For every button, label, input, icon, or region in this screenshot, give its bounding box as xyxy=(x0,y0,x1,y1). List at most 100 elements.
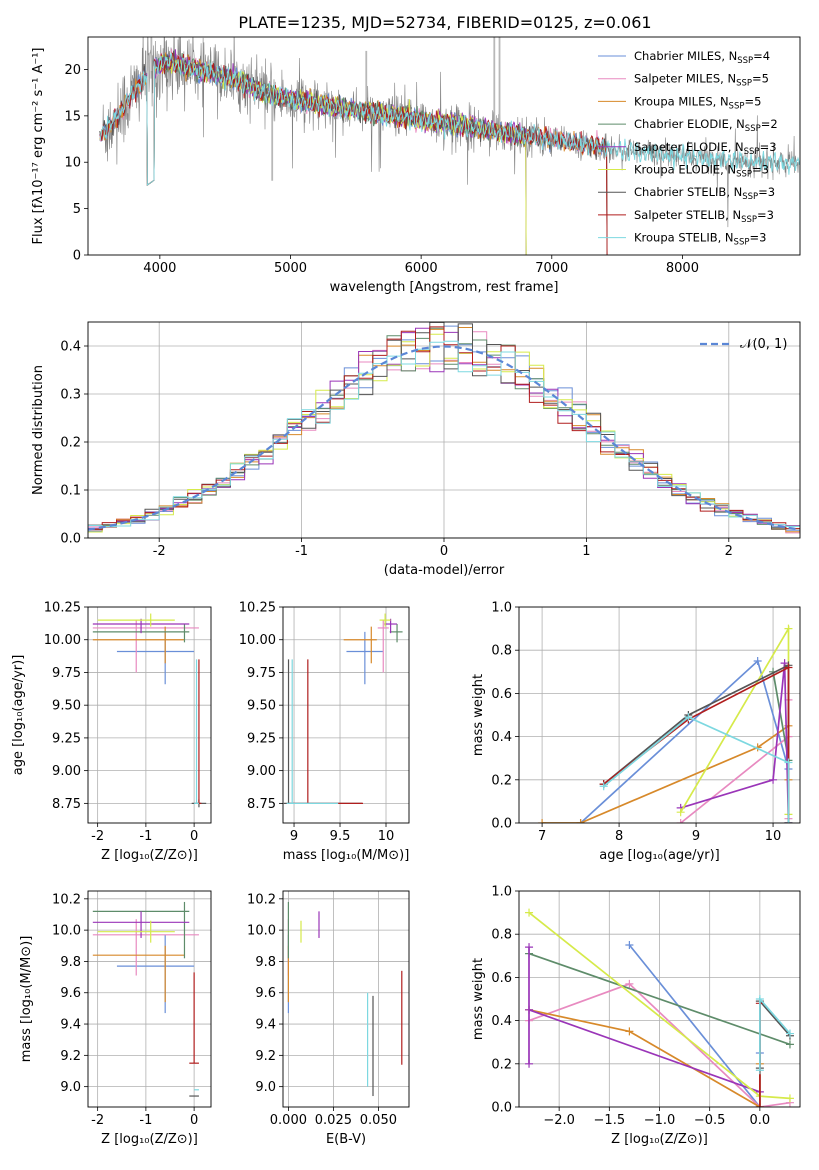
legend-entry-suffix: =3 xyxy=(749,231,766,245)
weight-marker-kroupa_elodie xyxy=(784,624,793,633)
legend-entry-suffix: =3 xyxy=(757,208,774,222)
axes-frame xyxy=(518,606,801,824)
legend-entry: Chabrier STELIB, NSSP=3 xyxy=(634,185,775,202)
x-tick-label: −1.5 xyxy=(594,1113,626,1128)
weight-marker-kroupa_miles xyxy=(538,819,547,823)
legend-entry: Salpeter STELIB, NSSP=3 xyxy=(634,208,774,225)
legend-entry-suffix: =4 xyxy=(753,49,770,63)
x-axis-label: Z [log₁₀(Z/Z⊙)] xyxy=(611,1132,708,1147)
legend-entry-sub: SSP xyxy=(729,101,745,111)
weight-marker-kroupa_stelib xyxy=(784,819,793,823)
panel-mass_weight_vs_Z: −2.0 −1.5 −1.0 −0.5 0.0 0.0 0.2 0.4 0.6 0.8 1.0 Z [… xyxy=(471,885,801,1147)
weight-marker-kroupa_stelib xyxy=(599,782,608,791)
y-tick-label: 0.1 xyxy=(60,484,81,499)
x-tick-label: 8000 xyxy=(666,261,699,276)
y-tick-label: 9.6 xyxy=(60,986,81,1001)
weight-line-chabrier_miles xyxy=(628,944,761,1107)
y-tick-label: 0.8 xyxy=(491,928,512,943)
weight-marker-salpeter_elodie xyxy=(525,943,534,952)
legend-entry-suffix: =2 xyxy=(761,117,778,131)
y-tick-label: 10.0 xyxy=(247,924,276,939)
x-axis-label: Z [log₁₀(Z/Z⊙)] xyxy=(101,848,198,863)
x-axis-label: age [log₁₀(age/yr)] xyxy=(599,848,720,863)
x-tick-label: 7000 xyxy=(535,261,568,276)
y-tick-label: 8.75 xyxy=(52,797,81,812)
y-tick-label: 0.4 xyxy=(491,730,512,745)
y-tick-label: 9.4 xyxy=(255,1018,276,1033)
legend-entry: Kroupa STELIB, NSSP=3 xyxy=(634,231,766,248)
x-tick-label: -2 xyxy=(153,544,166,559)
x-tick-label: -2 xyxy=(91,1113,104,1128)
legend-entry: Chabrier MILES, NSSP=4 xyxy=(634,49,770,66)
y-tick-label: 0.3 xyxy=(60,388,81,403)
y-tick-label: 0.8 xyxy=(491,644,512,659)
legend-entry: Salpeter ELODIE, NSSP=3 xyxy=(634,140,777,157)
y-tick-label: 15 xyxy=(64,109,81,124)
x-tick-label: -1 xyxy=(139,829,152,844)
y-axis-label: mass [log₁₀(M/M⊙)] xyxy=(19,936,34,1063)
legend-entry-suffix: =3 xyxy=(758,185,775,199)
y-tick-label: 10.2 xyxy=(52,892,81,907)
y-axis-label: age [log₁₀(age/yr)] xyxy=(11,655,26,776)
legend-entry: Salpeter MILES, NSSP=5 xyxy=(634,72,769,89)
x-tick-label: 8 xyxy=(615,829,623,844)
y-tick-label: 9.00 xyxy=(52,764,81,779)
weight-marker-kroupa_elodie xyxy=(525,908,534,917)
y-tick-label: 0.2 xyxy=(491,773,512,788)
legend-entry-label: Salpeter ELODIE, N xyxy=(634,140,744,154)
x-tick-label: 7 xyxy=(538,829,546,844)
x-tick-label: 0 xyxy=(190,829,198,844)
y-tick-label: 20 xyxy=(64,63,81,78)
spectrum-model-kroupa_stelib xyxy=(99,52,800,251)
weight-marker-kroupa_elodie xyxy=(676,808,685,817)
y-tick-label: 9.8 xyxy=(255,955,276,970)
y-tick-label: 0.2 xyxy=(60,436,81,451)
plot-area xyxy=(99,37,800,255)
axes-frame xyxy=(87,606,212,824)
y-tick-label: 0.0 xyxy=(60,532,81,547)
plot-area xyxy=(88,891,211,1107)
legend-entry-sub: SSP xyxy=(734,238,750,248)
y-tick-label: 0.4 xyxy=(491,1014,512,1029)
panel-residuals: -2 -1 0 1 2 0.0 0.1 0.2 0.3 0.4 (data-model)/error… xyxy=(31,321,801,578)
weight-marker-kroupa_stelib xyxy=(684,713,693,722)
legend-entry-label: Kroupa STELIB, N xyxy=(634,231,734,245)
weight-marker-kroupa_miles xyxy=(625,1027,634,1036)
y-axis-label: mass weight xyxy=(471,674,486,756)
legend-entry-sub: SSP xyxy=(745,124,761,134)
panel-age_vs_mass: 9 9.5 10 8.75 9.00 9.25 9.50 9.75 10.00 10.25 mass… xyxy=(239,601,410,863)
weight-marker-kroupa_elodie xyxy=(785,1094,794,1103)
x-axis-label: wavelength [Angstrom, rest frame] xyxy=(330,280,559,295)
y-tick-label: 9.4 xyxy=(60,1018,81,1033)
x-tick-label: 6000 xyxy=(405,261,438,276)
x-tick-label: 0.025 xyxy=(315,1113,352,1128)
y-tick-label: 9.2 xyxy=(255,1049,276,1064)
y-tick-label: 9.8 xyxy=(60,955,81,970)
y-tick-label: 0.6 xyxy=(491,687,512,702)
y-tick-label: 10.00 xyxy=(239,633,276,648)
x-axis-label: (data-model)/error xyxy=(384,563,505,578)
weight-marker-salpeter_elodie xyxy=(769,775,778,784)
legend-entry-sub: SSP xyxy=(742,192,758,202)
y-tick-label: 0 xyxy=(73,249,81,264)
weight-line-kroupa_stelib xyxy=(603,716,790,823)
x-tick-label: 10 xyxy=(765,829,782,844)
x-axis-label: mass [log₁₀(M/M⊙)] xyxy=(283,848,410,863)
legend-entry-sub: SSP xyxy=(741,215,757,225)
x-tick-label: 9 xyxy=(290,829,298,844)
weight-line-salpeter_elodie xyxy=(528,947,761,1093)
axes-frame xyxy=(87,321,801,539)
x-tick-label: -2 xyxy=(91,829,104,844)
y-tick-label: 10.0 xyxy=(52,924,81,939)
weight-line-kroupa_miles xyxy=(542,724,790,823)
legend-entry-gaussian: 𝒩(0, 1) xyxy=(740,337,787,352)
y-tick-label: 0.0 xyxy=(491,1101,512,1116)
weight-marker-chabrier_miles xyxy=(753,657,762,665)
legend-entry-label: Kroupa MILES, N xyxy=(634,94,729,108)
y-tick-label: 0.2 xyxy=(491,1057,512,1072)
y-tick-label: 9.2 xyxy=(60,1049,81,1064)
weight-line-chabrier_miles xyxy=(580,659,790,823)
y-tick-label: 10 xyxy=(64,156,81,171)
y-tick-label: 10.00 xyxy=(44,633,81,648)
